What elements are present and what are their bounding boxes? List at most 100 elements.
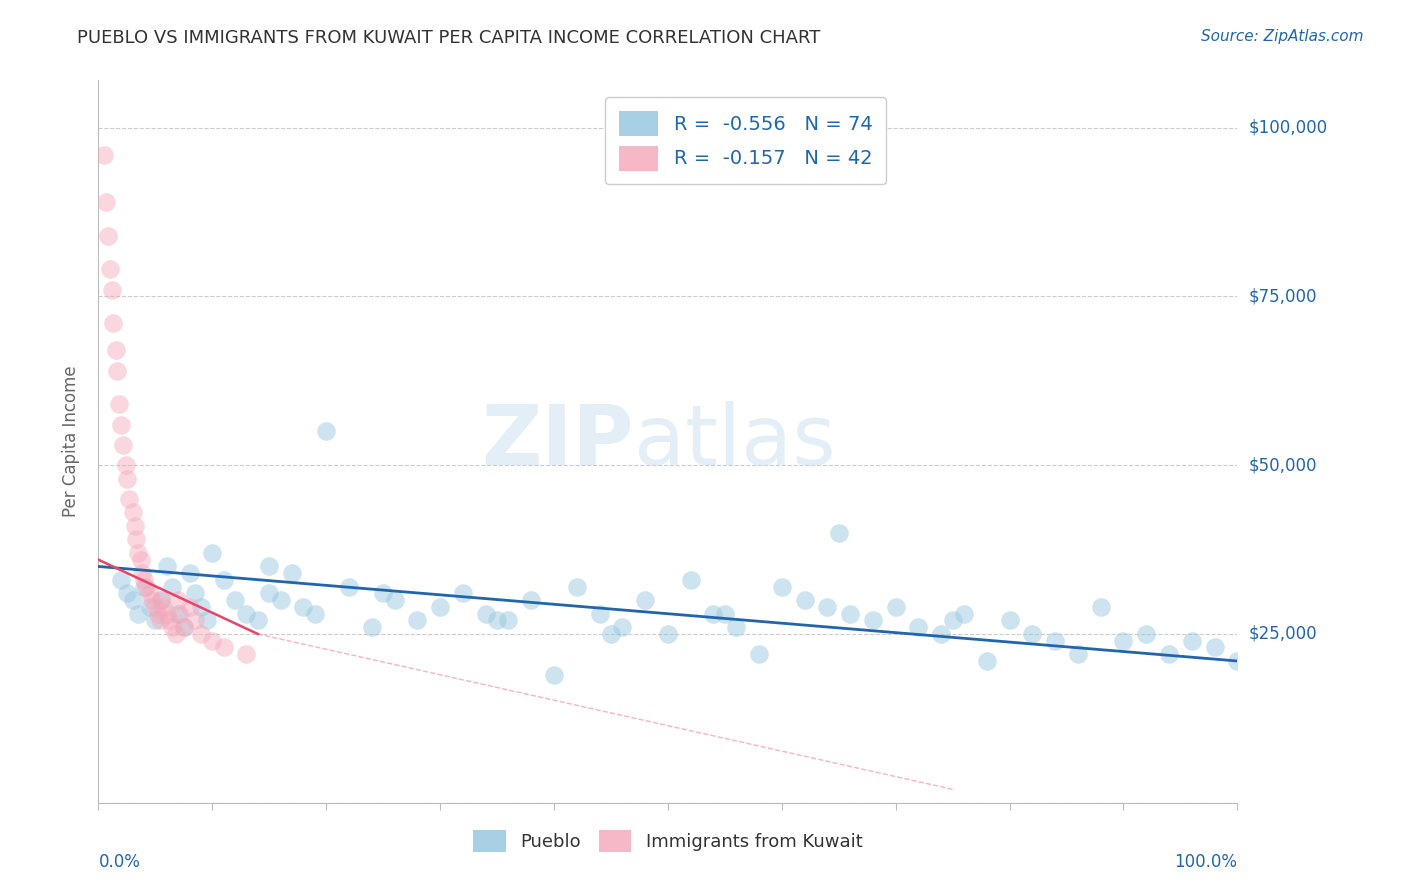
- Point: [179, 566, 201, 581]
- Point: [132, 573, 155, 587]
- Point: [1067, 647, 1090, 661]
- Text: ZIP: ZIP: [481, 401, 634, 482]
- Point: [105, 364, 128, 378]
- Point: [839, 607, 862, 621]
- Point: [679, 573, 702, 587]
- Point: [173, 620, 195, 634]
- Text: Source: ZipAtlas.com: Source: ZipAtlas.com: [1201, 29, 1364, 44]
- Point: [152, 599, 174, 614]
- Point: [929, 627, 952, 641]
- Point: [371, 586, 394, 600]
- Text: 0.0%: 0.0%: [98, 854, 141, 871]
- Point: [135, 580, 157, 594]
- Point: [451, 586, 474, 600]
- Point: [157, 614, 180, 628]
- Point: [108, 397, 131, 411]
- Point: [486, 614, 509, 628]
- Point: [1021, 627, 1043, 641]
- Point: [588, 607, 610, 621]
- Point: [121, 505, 143, 519]
- Point: [212, 573, 235, 587]
- Point: [1204, 640, 1226, 655]
- Point: [600, 627, 623, 641]
- Point: [156, 607, 179, 621]
- Point: [793, 593, 815, 607]
- Point: [115, 472, 138, 486]
- Point: [195, 614, 218, 628]
- Point: [115, 586, 138, 600]
- Point: [103, 317, 125, 331]
- Point: [702, 607, 724, 621]
- Point: [131, 566, 153, 581]
- Point: [1043, 633, 1066, 648]
- Point: [657, 627, 679, 641]
- Text: $25,000: $25,000: [1249, 625, 1317, 643]
- Text: $50,000: $50,000: [1249, 456, 1317, 475]
- Point: [315, 425, 337, 439]
- Point: [224, 593, 246, 607]
- Point: [129, 552, 152, 566]
- Point: [815, 599, 838, 614]
- Point: [337, 580, 360, 594]
- Point: [235, 607, 257, 621]
- Point: [125, 533, 148, 547]
- Point: [156, 559, 179, 574]
- Point: [976, 654, 998, 668]
- Point: [101, 283, 124, 297]
- Point: [110, 417, 132, 432]
- Point: [165, 627, 187, 641]
- Point: [141, 593, 163, 607]
- Text: $75,000: $75,000: [1249, 287, 1317, 305]
- Point: [179, 599, 201, 614]
- Point: [190, 627, 212, 641]
- Point: [132, 580, 155, 594]
- Point: [201, 633, 224, 648]
- Point: [725, 620, 748, 634]
- Point: [149, 614, 172, 628]
- Point: [184, 614, 207, 628]
- Point: [114, 458, 136, 472]
- Point: [127, 546, 149, 560]
- Point: [907, 620, 929, 634]
- Point: [167, 607, 190, 621]
- Point: [828, 525, 851, 540]
- Point: [127, 607, 149, 621]
- Point: [304, 607, 326, 621]
- Point: [634, 593, 657, 607]
- Point: [124, 519, 146, 533]
- Point: [190, 599, 212, 614]
- Legend: Pueblo, Immigrants from Kuwait: Pueblo, Immigrants from Kuwait: [465, 822, 870, 859]
- Point: [384, 593, 406, 607]
- Point: [281, 566, 304, 581]
- Point: [118, 491, 141, 506]
- Point: [1181, 633, 1204, 648]
- Point: [145, 614, 167, 628]
- Point: [953, 607, 976, 621]
- Point: [1112, 633, 1135, 648]
- Point: [748, 647, 770, 661]
- Point: [270, 593, 292, 607]
- Point: [184, 586, 207, 600]
- Point: [150, 593, 173, 607]
- Point: [104, 343, 127, 358]
- Point: [1135, 627, 1157, 641]
- Text: PUEBLO VS IMMIGRANTS FROM KUWAIT PER CAPITA INCOME CORRELATION CHART: PUEBLO VS IMMIGRANTS FROM KUWAIT PER CAP…: [77, 29, 821, 46]
- Point: [520, 593, 543, 607]
- Point: [1090, 599, 1112, 614]
- Point: [714, 607, 737, 621]
- Point: [770, 580, 793, 594]
- Point: [862, 614, 884, 628]
- Point: [112, 438, 135, 452]
- Point: [259, 559, 281, 574]
- Point: [96, 228, 118, 243]
- Point: [406, 614, 429, 628]
- Point: [429, 599, 451, 614]
- Text: 100.0%: 100.0%: [1174, 854, 1237, 871]
- Point: [98, 262, 121, 277]
- Point: [998, 614, 1021, 628]
- Text: $100,000: $100,000: [1249, 119, 1327, 136]
- Point: [543, 667, 565, 681]
- Point: [565, 580, 588, 594]
- Point: [173, 620, 195, 634]
- Point: [121, 593, 143, 607]
